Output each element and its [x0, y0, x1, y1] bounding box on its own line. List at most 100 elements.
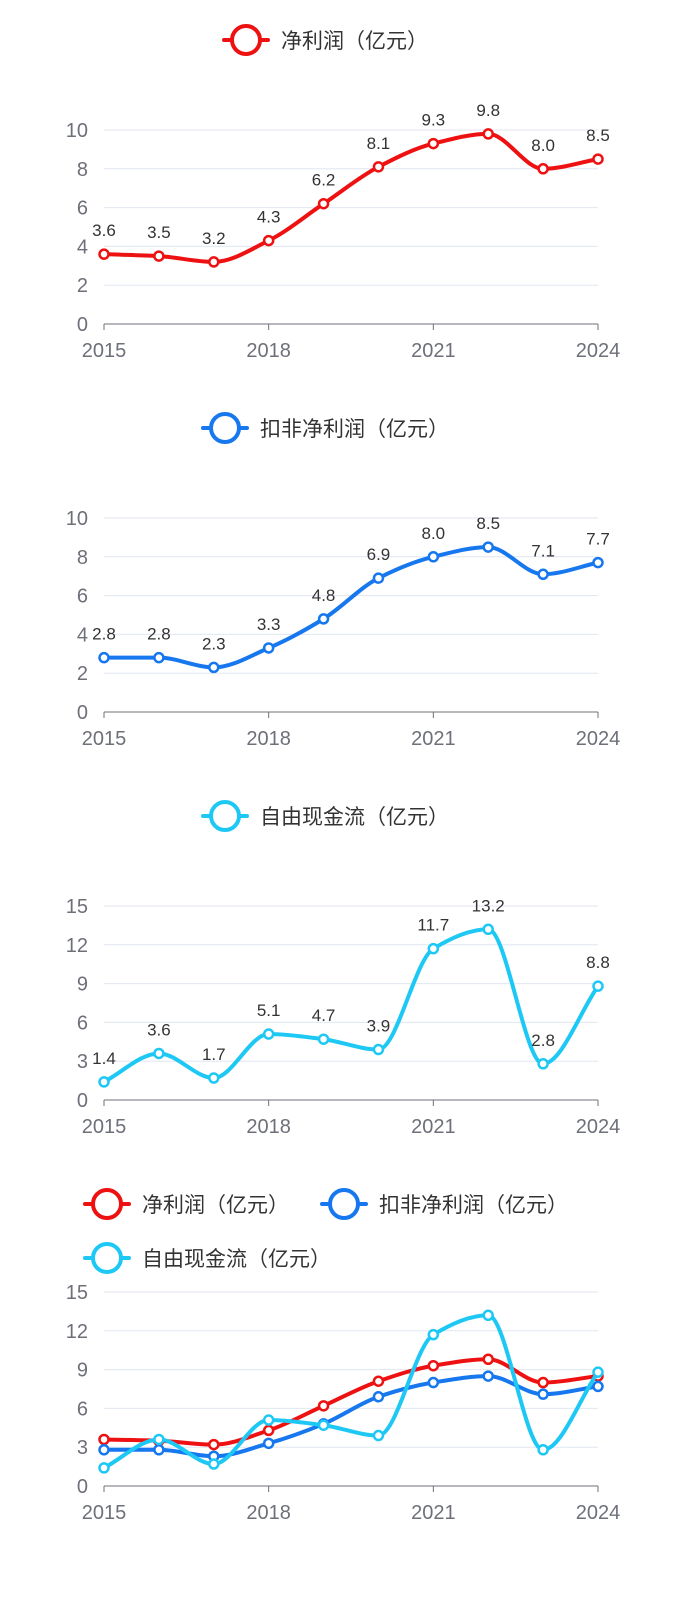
chart-adjusted-net-profit-svg: 扣非净利润（亿元） 0 2 4 6 8 10 2015 2018 2021 2024 2.8 2.8 2.… — [66, 412, 621, 750]
y-tick-label: 8 — [77, 547, 88, 569]
y-tick-label: 12 — [66, 935, 88, 957]
data-point[interactable] — [317, 1033, 330, 1045]
x-tick-label: 2021 — [411, 728, 456, 750]
data-point[interactable] — [208, 1438, 220, 1451]
data-point[interactable] — [482, 1353, 494, 1366]
legend-item[interactable]: 自由现金流（亿元） — [83, 1242, 331, 1274]
data-point[interactable] — [153, 1444, 165, 1456]
data-point[interactable] — [262, 1424, 275, 1437]
data-point[interactable] — [208, 256, 220, 268]
series-line — [103, 927, 600, 1084]
data-point[interactable] — [208, 661, 220, 674]
legend-label: 自由现金流（亿元） — [260, 805, 449, 829]
data-point[interactable] — [153, 1433, 165, 1446]
data-point[interactable] — [153, 651, 165, 664]
y-tick-label: 2 — [77, 663, 88, 685]
data-point[interactable] — [262, 642, 275, 654]
x-tick-label: 2015 — [82, 340, 127, 362]
data-point[interactable] — [262, 1028, 275, 1040]
data-label: 8.5 — [476, 514, 500, 533]
data-point[interactable] — [98, 651, 110, 664]
data-point[interactable] — [482, 541, 494, 553]
y-tick-label: 9 — [77, 1360, 88, 1382]
data-label: 2.8 — [531, 1031, 555, 1050]
data-point[interactable] — [482, 128, 494, 140]
legend-label: 自由现金流（亿元） — [142, 1247, 331, 1271]
data-point[interactable] — [482, 1309, 494, 1322]
y-tick-label: 4 — [77, 236, 88, 258]
data-point[interactable] — [372, 1043, 385, 1056]
data-point[interactable] — [537, 1376, 549, 1389]
data-point[interactable] — [427, 1376, 440, 1389]
data-point[interactable] — [372, 1391, 385, 1403]
data-point[interactable] — [592, 1366, 604, 1378]
data-label: 6.2 — [312, 171, 336, 190]
data-point[interactable] — [427, 942, 440, 955]
data-point[interactable] — [482, 923, 494, 936]
data-label: 3.3 — [257, 615, 281, 634]
data-point[interactable] — [153, 1047, 165, 1060]
data-point[interactable] — [592, 153, 604, 165]
data-point[interactable] — [98, 1433, 110, 1446]
data-point[interactable] — [427, 551, 440, 563]
legend-item[interactable]: 净利润（亿元） — [83, 1188, 289, 1220]
data-point[interactable] — [317, 1400, 330, 1412]
x-tick-label: 2024 — [576, 728, 621, 750]
data-point[interactable] — [427, 1359, 440, 1372]
legend-circle-icon — [209, 800, 241, 832]
legend-label: 净利润（亿元） — [142, 1193, 289, 1217]
x-tick-label: 2021 — [411, 1502, 456, 1524]
data-point[interactable] — [372, 572, 385, 584]
data-point[interactable] — [537, 568, 549, 581]
chart-free-cash-flow: 自由现金流（亿元） 0 3 6 9 12 15 2015 2018 2021 2024 1.4 3.6 1… — [0, 776, 694, 1164]
data-point[interactable] — [482, 1370, 494, 1382]
data-point[interactable] — [592, 980, 604, 992]
data-point[interactable] — [317, 613, 330, 625]
y-tick-label: 15 — [66, 896, 88, 918]
y-tick-label: 0 — [77, 702, 88, 724]
legend-item[interactable]: 扣非净利润（亿元） — [320, 1188, 568, 1220]
data-point[interactable] — [427, 1328, 440, 1341]
data-label: 9.8 — [476, 101, 500, 120]
data-label: 2.8 — [92, 625, 116, 644]
data-point[interactable] — [592, 1380, 604, 1393]
data-point[interactable] — [98, 1076, 110, 1088]
legend-item[interactable]: 自由现金流（亿元） — [201, 800, 449, 832]
data-point[interactable] — [262, 1414, 275, 1426]
data-point[interactable] — [153, 250, 165, 262]
data-point[interactable] — [537, 1058, 549, 1070]
data-label: 3.9 — [367, 1017, 391, 1036]
x-tick-label: 2024 — [576, 340, 621, 362]
data-point[interactable] — [262, 1437, 275, 1450]
legend-item[interactable]: 扣非净利润（亿元） — [201, 412, 449, 444]
data-label: 4.7 — [312, 1006, 336, 1025]
data-point[interactable] — [372, 161, 385, 173]
data-label: 9.3 — [422, 111, 446, 130]
legend-circle-icon — [328, 1188, 360, 1220]
data-point[interactable] — [317, 197, 330, 210]
data-point[interactable] — [537, 163, 549, 175]
data-point[interactable] — [537, 1388, 549, 1400]
data-point[interactable] — [427, 137, 440, 150]
x-tick-label: 2024 — [576, 1502, 621, 1524]
data-point[interactable] — [317, 1419, 330, 1431]
chart-combined: 净利润（亿元） 扣非净利润（亿元） 自由现金流（亿元） 0 3 6 9 12 15 2015 201… — [0, 1164, 694, 1618]
data-point[interactable] — [208, 1458, 220, 1470]
data-point[interactable] — [372, 1429, 385, 1442]
data-point[interactable] — [262, 234, 275, 247]
data-label: 8.1 — [367, 134, 391, 153]
x-tick-label: 2018 — [246, 340, 291, 362]
data-label: 11.7 — [417, 916, 449, 935]
data-point[interactable] — [537, 1444, 549, 1456]
data-point[interactable] — [98, 248, 110, 260]
data-point[interactable] — [208, 1072, 220, 1084]
legend-circle-icon — [230, 24, 262, 56]
data-point[interactable] — [98, 1444, 110, 1456]
data-point[interactable] — [372, 1375, 385, 1387]
data-point[interactable] — [592, 556, 604, 569]
data-label: 3.6 — [92, 221, 116, 240]
data-point[interactable] — [98, 1462, 110, 1474]
y-tick-label: 9 — [77, 974, 88, 996]
legend-item[interactable]: 净利润（亿元） — [222, 24, 428, 56]
y-tick-label: 15 — [66, 1282, 88, 1304]
